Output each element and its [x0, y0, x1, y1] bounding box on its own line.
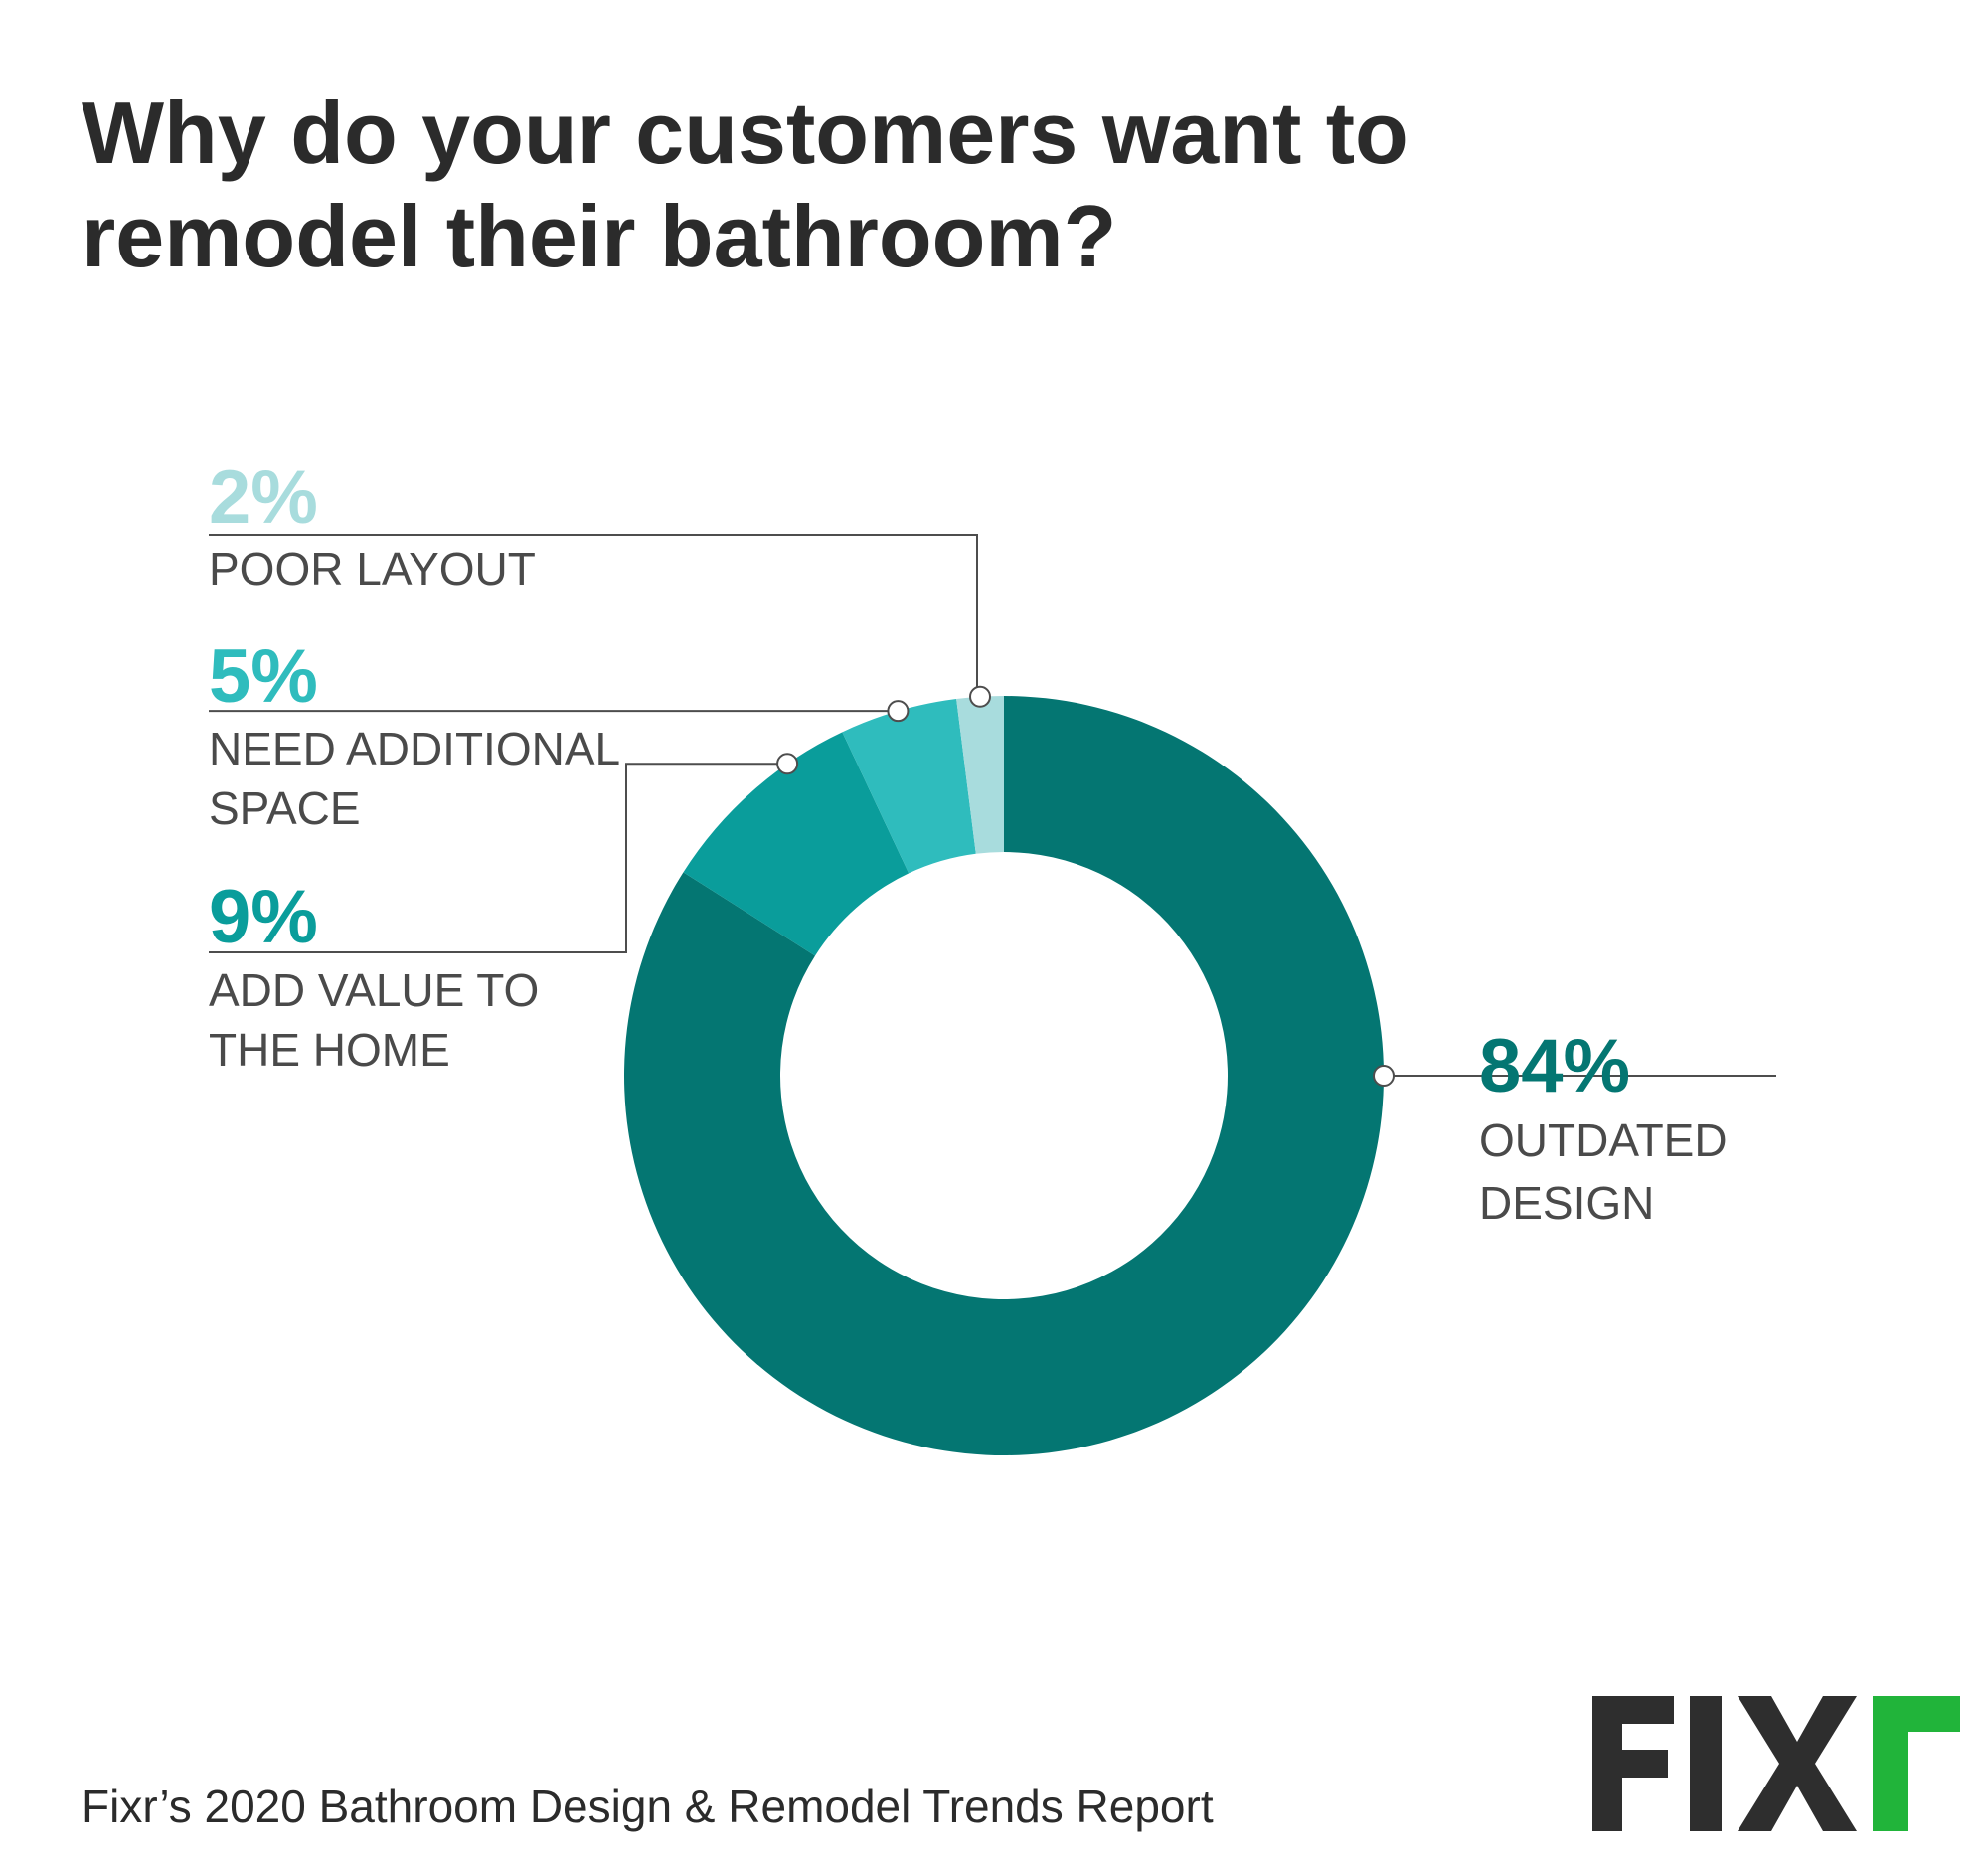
source-footer: Fixr’s 2020 Bathroom Design & Remodel Tr…	[82, 1781, 1214, 1832]
leader-dot-poor-layout	[969, 685, 992, 708]
slice-label-additional-space-line-2: SPACE	[209, 782, 361, 834]
slice-value-outdated-design: 84%	[1479, 1024, 1630, 1108]
slice-labels: 84% OUTDATED DESIGN 9%ADD VALUE TO THE HOME 5…	[209, 455, 1728, 1229]
slice-value-additional-space: 5%	[209, 634, 318, 719]
logo-letter-i	[1690, 1696, 1722, 1831]
leader-dot-add-value	[776, 753, 799, 775]
logo-letter-f	[1592, 1696, 1674, 1831]
logo-letter-x	[1738, 1696, 1857, 1831]
slice-label-add-value-line-2: THE HOME	[209, 1024, 450, 1076]
slice-label-outdated-design-line-1: OUTDATED	[1479, 1114, 1728, 1166]
slice-value-poor-layout: 2%	[209, 455, 318, 540]
leader-line-add-value	[209, 763, 788, 953]
slice-label-outdated-design-line-2: DESIGN	[1479, 1177, 1654, 1229]
slice-label-add-value-line-1: ADD VALUE TO	[209, 964, 539, 1016]
slice-outdated-design	[624, 696, 1385, 1455]
slice-label-poor-layout-line-1: POOR LAYOUT	[209, 543, 536, 595]
slice-label-additional-space-line-1: NEED ADDITIONAL	[209, 723, 620, 774]
chart-title: Why do your customers want to remodel th…	[82, 84, 1408, 285]
slice-add-value	[683, 732, 910, 956]
donut-slices	[624, 696, 1385, 1455]
fixr-logo	[1592, 1696, 1960, 1831]
slice-additional-space	[842, 699, 976, 874]
slice-poor-layout	[956, 696, 1004, 854]
slice-value-add-value: 9%	[209, 875, 318, 959]
leader-lines	[209, 534, 1776, 1087]
leader-dot-outdated-design	[1373, 1065, 1395, 1087]
logo-letter-r	[1873, 1696, 1960, 1831]
leader-dot-additional-space	[887, 700, 910, 723]
